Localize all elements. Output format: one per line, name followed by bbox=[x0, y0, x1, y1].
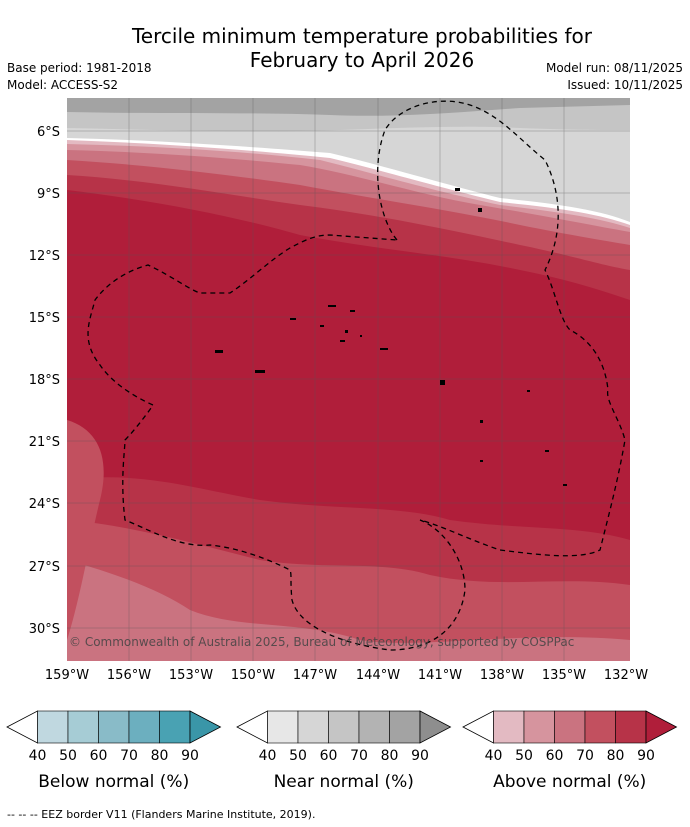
eez-border bbox=[87, 100, 626, 651]
lon-label: 159°W bbox=[45, 668, 89, 683]
colorbar-title: Below normal (%) bbox=[38, 772, 189, 792]
colorbar-tick-label: 70 bbox=[576, 748, 594, 764]
colorbar-below: 40 50 60 70 80 90 Below normal (%) bbox=[6, 710, 222, 792]
lon-label: 156°W bbox=[107, 668, 151, 683]
latitude-labels: 6°S 9°S 12°S 15°S 18°S 21°S 24°S 27°S 30… bbox=[29, 125, 60, 637]
chart-title: Tercile minimum temperature probabilitie… bbox=[0, 24, 690, 72]
issued-date: Issued: 10/11/2025 bbox=[567, 78, 683, 92]
map-panel: © Commonwealth of Australia 2025, Bureau… bbox=[67, 98, 630, 661]
colorbar-extend-low bbox=[462, 710, 494, 744]
base-period: Base period: 1981-2018 bbox=[7, 61, 152, 75]
colorbar-near: 40 50 60 70 80 90 Near normal (%) bbox=[236, 710, 452, 792]
colorbar-segment bbox=[67, 710, 99, 744]
title-line-2: February to April 2026 bbox=[249, 48, 475, 72]
lat-label: 15°S bbox=[29, 311, 60, 326]
lon-label: 150°W bbox=[231, 668, 275, 683]
copyright-notice: © Commonwealth of Australia 2025, Bureau… bbox=[69, 635, 574, 649]
colorbar-title: Near normal (%) bbox=[274, 772, 414, 792]
lat-label: 21°S bbox=[29, 435, 60, 450]
colorbar-extend-low bbox=[236, 710, 268, 744]
lat-label: 6°S bbox=[37, 125, 60, 140]
colorbar-tick-label: 60 bbox=[90, 748, 108, 764]
colorbar-segment bbox=[358, 710, 390, 744]
lat-label: 12°S bbox=[29, 249, 60, 264]
colorbar-extend-high bbox=[189, 710, 222, 744]
colorbar-tick-label: 90 bbox=[637, 748, 655, 764]
colorbar-tick-label: 50 bbox=[59, 748, 77, 764]
colorbar-tick-label: 80 bbox=[381, 748, 399, 764]
grid-lines bbox=[67, 98, 630, 661]
colorbar-segment bbox=[328, 710, 360, 744]
colorbar-segment bbox=[297, 710, 329, 744]
lat-label: 9°S bbox=[37, 187, 60, 202]
colorbar-title: Above normal (%) bbox=[493, 772, 646, 792]
eez-footnote: -- -- -- EEZ border V11 (Flanders Marine… bbox=[7, 808, 316, 821]
colorbar-segment bbox=[523, 710, 555, 744]
colorbar-above: 40 50 60 70 80 90 Above normal (%) bbox=[462, 710, 678, 792]
colorbar-tick-label: 80 bbox=[151, 748, 169, 764]
lon-label: 141°W bbox=[418, 668, 462, 683]
colorbar-tick-label: 50 bbox=[515, 748, 533, 764]
lon-label: 135°W bbox=[542, 668, 586, 683]
colorbar-extend-high bbox=[645, 710, 678, 744]
lon-label: 144°W bbox=[356, 668, 400, 683]
lon-label: 147°W bbox=[293, 668, 337, 683]
colorbar-segment bbox=[554, 710, 586, 744]
lat-label: 30°S bbox=[29, 622, 60, 637]
model-name: Model: ACCESS-S2 bbox=[7, 78, 119, 92]
colorbar-tick-label: 60 bbox=[320, 748, 338, 764]
colorbar-extend-low bbox=[6, 710, 38, 744]
band-60-south bbox=[67, 560, 630, 661]
longitude-labels: 159°W 156°W 153°W 150°W 147°W 144°W 141°… bbox=[45, 668, 648, 683]
colorbar-tick-label: 70 bbox=[120, 748, 138, 764]
lon-label: 132°W bbox=[604, 668, 648, 683]
band-70-west bbox=[67, 420, 104, 640]
colorbar-segment bbox=[98, 710, 130, 744]
colorbar-tick-label: 90 bbox=[411, 748, 429, 764]
colorbar-tick-label: 90 bbox=[181, 748, 199, 764]
colorbars: 40 50 60 70 80 90 Below normal (%) 40 50 60 70 80 90… bbox=[6, 710, 678, 792]
colorbar-tick-label: 50 bbox=[289, 748, 307, 764]
colorbar-tick-label: 40 bbox=[259, 748, 277, 764]
colorbar-tick-label: 40 bbox=[485, 748, 503, 764]
colorbar-segment bbox=[584, 710, 616, 744]
lon-label: 153°W bbox=[169, 668, 213, 683]
meta-left: Base period: 1981-2018 Model: ACCESS-S2 bbox=[7, 60, 152, 94]
colorbar-segment bbox=[159, 710, 191, 744]
islands bbox=[215, 188, 567, 486]
title-line-1: Tercile minimum temperature probabilitie… bbox=[131, 24, 593, 48]
colorbar-segment bbox=[493, 710, 525, 744]
colorbar-segment bbox=[615, 710, 647, 744]
colorbar-tick-label: 80 bbox=[607, 748, 625, 764]
lat-label: 18°S bbox=[29, 373, 60, 388]
meta-right: Model run: 08/11/2025 Issued: 10/11/2025 bbox=[546, 60, 683, 94]
colorbar-tick-label: 60 bbox=[546, 748, 564, 764]
model-run: Model run: 08/11/2025 bbox=[545, 61, 683, 75]
colorbar-segment bbox=[267, 710, 299, 744]
colorbar-tick-label: 40 bbox=[29, 748, 47, 764]
colorbar-segment bbox=[389, 710, 421, 744]
lat-label: 27°S bbox=[29, 560, 60, 575]
colorbar-segment bbox=[128, 710, 160, 744]
lon-label: 138°W bbox=[480, 668, 524, 683]
lat-label: 24°S bbox=[29, 497, 60, 512]
near-normal-80 bbox=[67, 98, 630, 116]
colorbar-segment bbox=[37, 710, 69, 744]
colorbar-tick-label: 70 bbox=[350, 748, 368, 764]
colorbar-extend-high bbox=[419, 710, 452, 744]
